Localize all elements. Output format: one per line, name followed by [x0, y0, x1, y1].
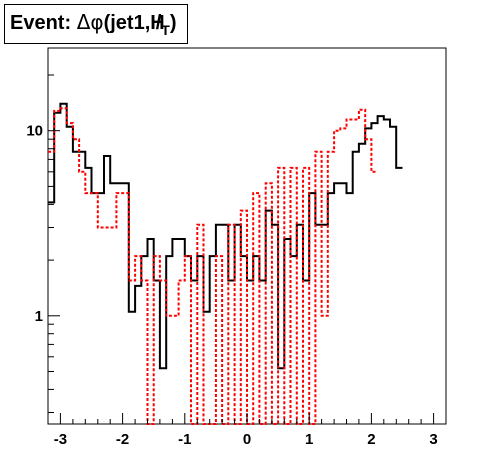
chart-title: Event: Δφ(jet1,H/T)	[10, 10, 177, 38]
y-tick-label: 1	[35, 308, 43, 325]
series-layer	[48, 102, 403, 425]
x-tick-label: 2	[367, 431, 375, 448]
chart-title-box: Event: Δφ(jet1,H/T)	[4, 4, 188, 44]
x-tick-label: -2	[116, 431, 129, 448]
title-phi-symbol: φ	[90, 10, 104, 34]
y-tick-label: 10	[26, 123, 43, 140]
x-tick-label: 3	[429, 431, 437, 448]
x-axis-ticks: -3 -2 -1 0 1 2 3	[47, 413, 447, 448]
x-tick-label: 1	[305, 431, 313, 448]
title-delta-symbol: Δ	[76, 10, 91, 34]
title-prefix: Event:	[10, 12, 77, 34]
x-tick-label: -3	[54, 431, 67, 448]
histogram-series-red-dotted	[48, 107, 378, 425]
title-subscript-t: T	[161, 22, 170, 38]
histogram-series-black	[48, 102, 403, 370]
y-axis-ticks: 1 10	[26, 74, 60, 413]
title-h-letter: H	[150, 12, 165, 34]
title-slash: /	[155, 12, 162, 34]
title-open-paren: (	[103, 12, 111, 34]
title-jet-text: jet1,	[110, 12, 151, 34]
title-close-paren: )	[169, 12, 177, 34]
x-tick-label: -1	[178, 431, 191, 448]
x-tick-label: 0	[243, 431, 251, 448]
